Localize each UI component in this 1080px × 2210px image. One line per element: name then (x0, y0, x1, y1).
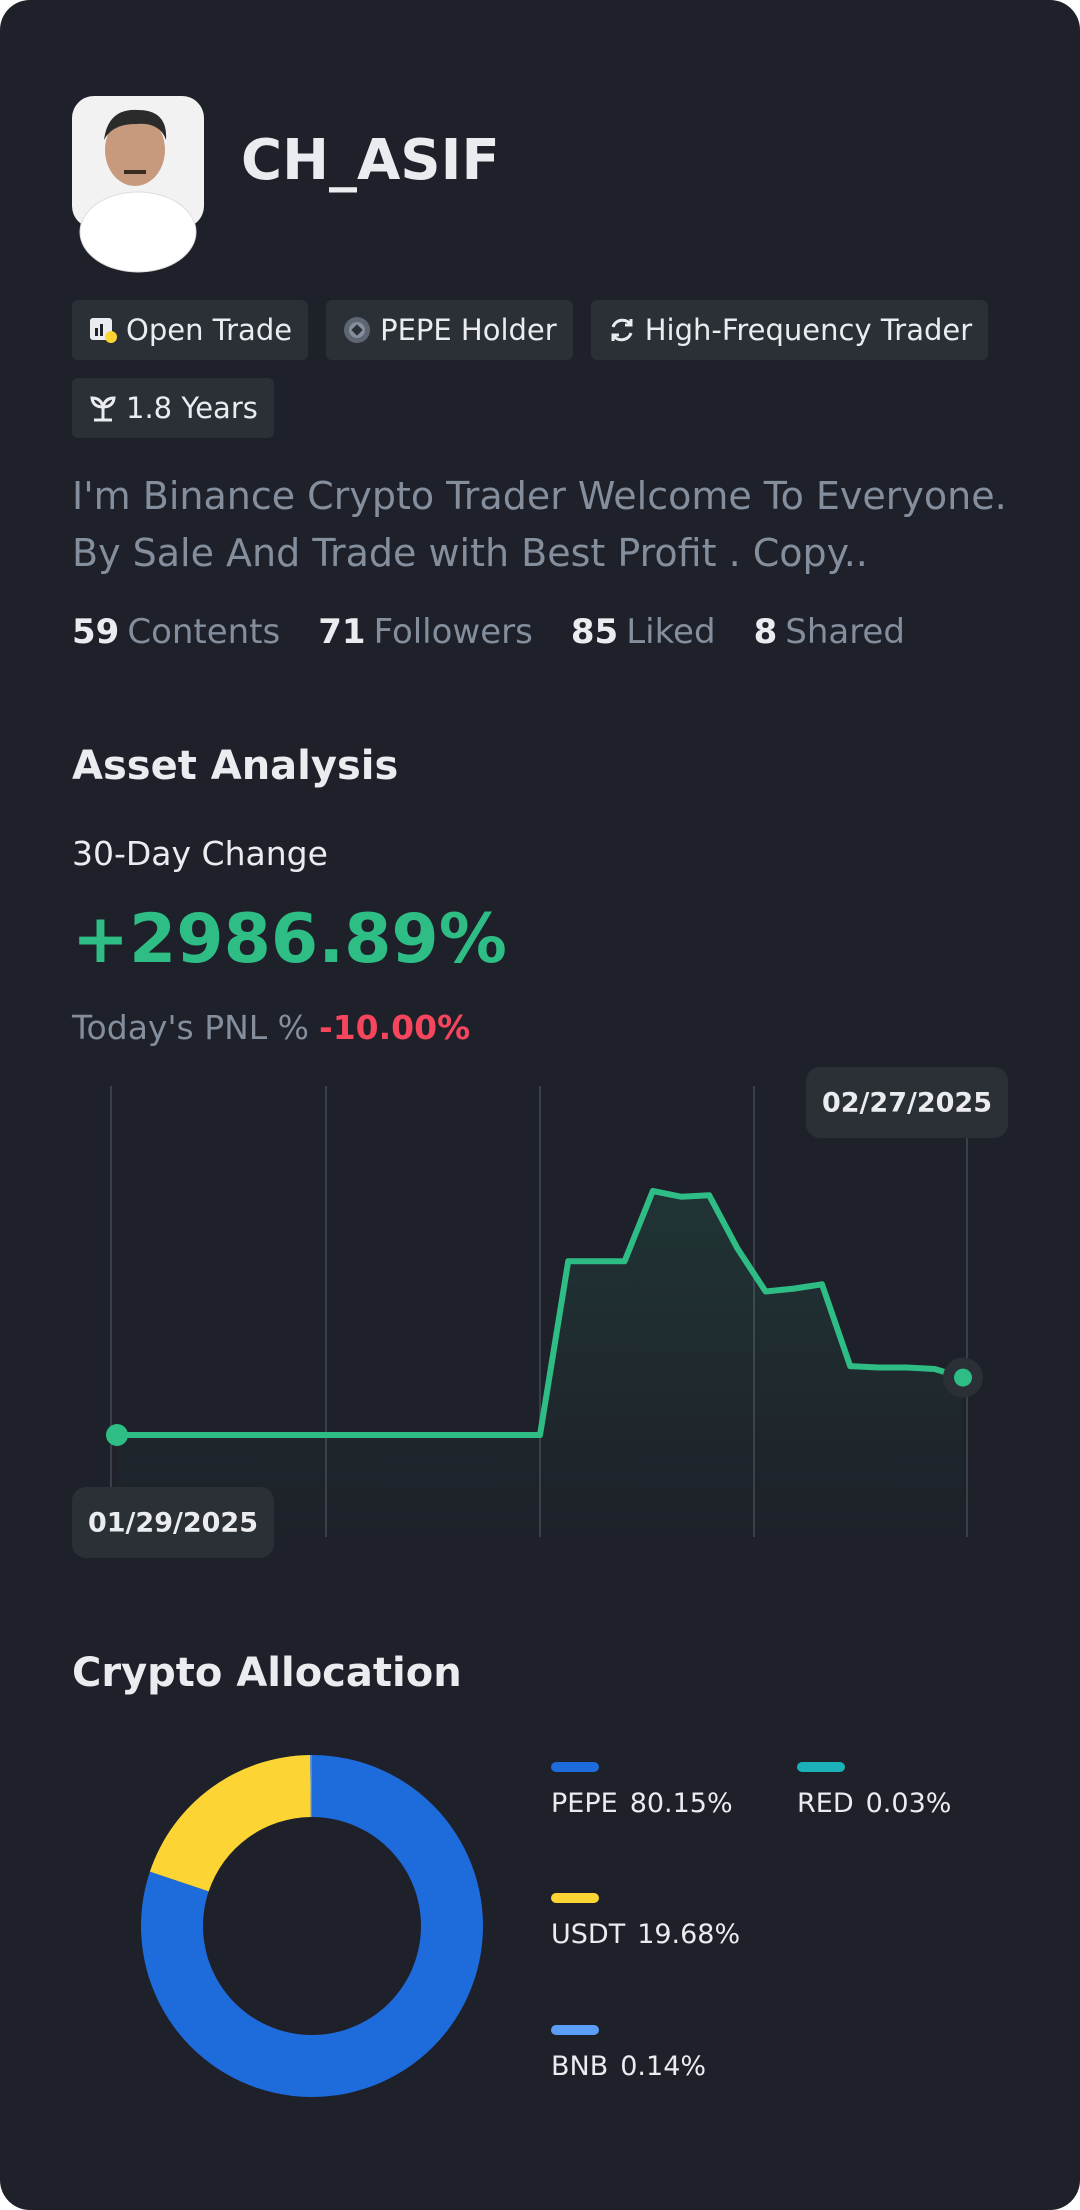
end-point (954, 1368, 972, 1387)
pnl-value: -10.00% (319, 1008, 471, 1047)
value-label: 0.14% (620, 2051, 706, 2082)
legend-entry: RED 0.03% (797, 1788, 951, 1819)
tag-label: Open Trade (126, 313, 293, 347)
legend-label: PEPE (551, 1788, 618, 1819)
stat-value: 8 (753, 612, 778, 652)
stat-label: Contents (127, 612, 281, 652)
date-label: 02/27/2025 (822, 1088, 992, 1119)
stat[interactable]: 71 Followers (318, 612, 533, 652)
legend-swatch (551, 2025, 599, 2035)
line (117, 1188, 964, 1438)
stat-label: Shared (785, 612, 905, 652)
tag[interactable]: PEPE Holder (326, 300, 573, 360)
section-title: Crypto Allocation (72, 1650, 462, 1696)
legend-swatch (551, 1762, 599, 1772)
tag-label: High-Frequency Trader (644, 313, 973, 347)
donut-slice (149, 1755, 311, 1892)
avatar[interactable] (72, 96, 204, 273)
tag-icon (90, 318, 117, 343)
pnl: Today's PNL % -10.00% (72, 1008, 470, 1047)
change-value: +2986.89% (72, 900, 507, 979)
stat[interactable]: 59 Contents (72, 612, 280, 652)
date-pill (806, 1067, 1008, 1138)
username: CH_ASIF (241, 128, 500, 193)
value-label: 19.68% (637, 1919, 740, 1950)
stat-value: 71 (318, 612, 366, 652)
date-pill (72, 1487, 274, 1558)
legend-entry: BNB 0.14% (551, 2051, 706, 2082)
stat-value: 85 (570, 612, 619, 652)
section-title: Asset Analysis (72, 743, 399, 789)
legend-label: BNB (551, 2051, 608, 2082)
tag[interactable]: 1.8 Years (72, 378, 274, 438)
stat[interactable]: 8 Shared (754, 612, 905, 652)
tag[interactable]: Open Trade (72, 300, 309, 360)
tag-icon (90, 396, 116, 422)
donut-slice (310, 1755, 312, 1818)
legend-swatch (797, 1762, 845, 1772)
line-area (117, 1191, 963, 1537)
tag-label: 1.8 Years (126, 391, 258, 425)
stat-label: Followers (373, 612, 533, 652)
tag-icon (611, 318, 633, 342)
value-label: 0.03% (866, 1788, 952, 1819)
legend-label: RED (797, 1788, 854, 1819)
donut-slice (141, 1755, 484, 2098)
stat-value: 59 (72, 612, 120, 652)
tag-icon (344, 317, 371, 343)
legend-label: USDT (551, 1919, 626, 1950)
tag[interactable]: High-Frequency Trader (590, 300, 989, 360)
tag-label: PEPE Holder (380, 313, 557, 347)
stat-label: Liked (626, 612, 716, 652)
legend-swatch (551, 1893, 599, 1903)
value-label: 80.15% (630, 1788, 733, 1819)
legend-entry: USDT 19.68% (551, 1919, 740, 1950)
change-label: 30-Day Change (72, 834, 328, 873)
bio: I'm Binance Crypto Trader Welcome To Eve… (72, 474, 1007, 575)
stats: 59 Contents 71 Followers 85 Liked 8 Shared (72, 612, 905, 652)
pnl-label: Today's PNL % (72, 1008, 310, 1047)
stat[interactable]: 85 Liked (571, 612, 716, 652)
legend-entry: PEPE 80.15% (551, 1788, 733, 1819)
start-point (106, 1424, 128, 1446)
date-label: 01/29/2025 (88, 1508, 258, 1539)
tags: Open Trade PEPE Holder High-Frequency Tr… (72, 300, 1032, 438)
